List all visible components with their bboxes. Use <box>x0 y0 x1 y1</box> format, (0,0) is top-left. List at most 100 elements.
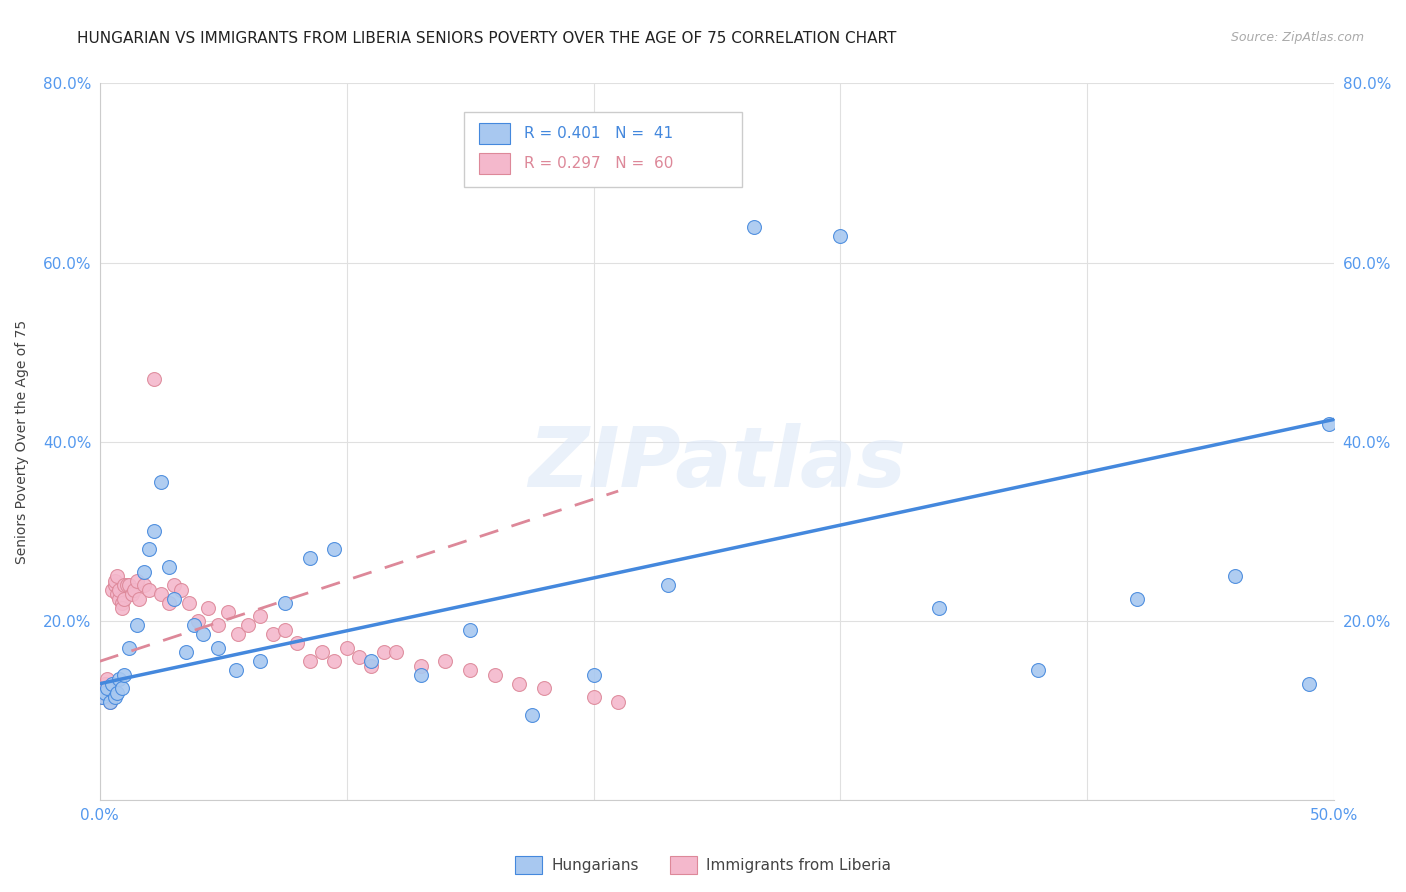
Point <box>236 618 259 632</box>
Point <box>125 574 148 588</box>
Point <box>138 582 160 597</box>
Point <box>98 695 121 709</box>
Point <box>607 695 630 709</box>
Point <box>103 574 125 588</box>
Point <box>163 591 186 606</box>
Point <box>98 681 121 695</box>
Point <box>134 578 156 592</box>
Point <box>742 219 765 234</box>
Point <box>121 587 143 601</box>
Point <box>249 654 271 668</box>
Point <box>582 667 605 681</box>
Point <box>118 578 141 592</box>
Point <box>226 627 249 641</box>
Point <box>582 690 605 705</box>
Point <box>323 654 346 668</box>
Point <box>347 649 370 664</box>
Point <box>101 676 124 690</box>
Point <box>323 542 346 557</box>
Point <box>111 596 134 610</box>
Point <box>311 645 333 659</box>
Point <box>124 582 146 597</box>
Point <box>360 658 382 673</box>
Point <box>98 695 121 709</box>
Point <box>183 618 205 632</box>
Point <box>249 609 271 624</box>
Point <box>187 614 209 628</box>
Point <box>108 591 131 606</box>
Point <box>207 640 229 655</box>
Point <box>207 618 229 632</box>
Point <box>225 663 247 677</box>
Point <box>96 686 118 700</box>
Point <box>108 672 131 686</box>
Point <box>508 676 530 690</box>
Text: HUNGARIAN VS IMMIGRANTS FROM LIBERIA SENIORS POVERTY OVER THE AGE OF 75 CORRELAT: HUNGARIAN VS IMMIGRANTS FROM LIBERIA SEN… <box>77 31 897 46</box>
FancyBboxPatch shape <box>478 123 509 145</box>
Point <box>336 640 359 655</box>
Point <box>285 636 308 650</box>
Point <box>103 690 125 705</box>
Point <box>143 524 166 539</box>
Point <box>484 667 506 681</box>
FancyBboxPatch shape <box>464 112 741 187</box>
Point <box>105 569 128 583</box>
Point <box>1225 569 1247 583</box>
Point <box>409 667 432 681</box>
Point <box>138 542 160 557</box>
Point <box>103 578 125 592</box>
Point <box>1125 591 1147 606</box>
Point <box>163 578 186 592</box>
Point <box>91 690 114 705</box>
Point <box>101 582 124 597</box>
Text: R = 0.401   N =  41: R = 0.401 N = 41 <box>524 126 673 141</box>
Point <box>174 645 197 659</box>
Point <box>150 475 173 489</box>
Point <box>111 600 134 615</box>
Point <box>177 596 200 610</box>
Point <box>91 686 114 700</box>
Point <box>360 654 382 668</box>
Point <box>298 654 321 668</box>
Point <box>520 708 543 723</box>
Legend: Hungarians, Immigrants from Liberia: Hungarians, Immigrants from Liberia <box>509 850 897 880</box>
Point <box>1026 663 1049 677</box>
Point <box>1298 676 1320 690</box>
Point <box>274 596 297 610</box>
Point <box>170 582 193 597</box>
Point <box>105 686 128 700</box>
Point <box>115 578 138 592</box>
Point <box>157 560 180 574</box>
Point <box>108 582 131 597</box>
Point <box>385 645 408 659</box>
Point <box>1317 417 1340 431</box>
Text: Source: ZipAtlas.com: Source: ZipAtlas.com <box>1230 31 1364 45</box>
Point <box>96 681 118 695</box>
Y-axis label: Seniors Poverty Over the Age of 75: Seniors Poverty Over the Age of 75 <box>15 319 30 564</box>
Point <box>193 627 215 641</box>
Point <box>274 623 297 637</box>
Point <box>157 596 180 610</box>
Point <box>128 591 150 606</box>
Point <box>262 627 284 641</box>
Point <box>434 654 457 668</box>
Point <box>91 690 114 705</box>
Point <box>105 587 128 601</box>
Point <box>150 587 173 601</box>
Point <box>93 686 115 700</box>
Point <box>830 228 852 243</box>
Text: R = 0.297   N =  60: R = 0.297 N = 60 <box>524 156 673 171</box>
Point <box>298 551 321 566</box>
Point <box>458 623 481 637</box>
Point <box>125 618 148 632</box>
Point <box>458 663 481 677</box>
Point <box>112 667 135 681</box>
Text: ZIPatlas: ZIPatlas <box>529 423 905 504</box>
Point <box>143 372 166 386</box>
Point <box>928 600 950 615</box>
Point <box>197 600 219 615</box>
Point <box>93 681 115 695</box>
Point <box>217 605 239 619</box>
Point <box>111 681 134 695</box>
Point <box>112 578 135 592</box>
